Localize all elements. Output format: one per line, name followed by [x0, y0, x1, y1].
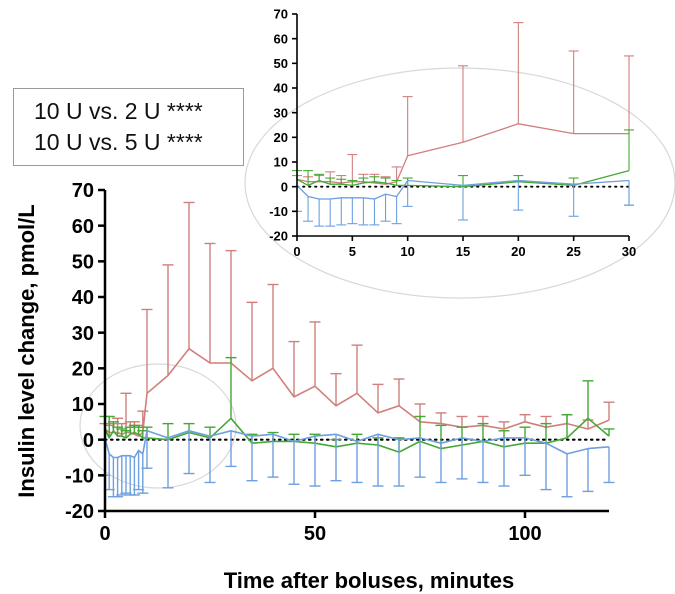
- inset-x-tick-label: 5: [349, 244, 356, 259]
- inset-blue-line: [296, 179, 630, 200]
- inset-axes: -20 -10 0 10 20 30 40 50 60 70 0 5 10 15 20 25 30: [269, 7, 636, 259]
- main-x-tick-label: 50: [304, 523, 326, 545]
- inset-series-red: [292, 22, 634, 185]
- main-series-red: [99, 201, 615, 437]
- stats-line-1: 10 U vs. 2 U ****: [34, 98, 203, 124]
- inset-y-tick-label: 70: [274, 7, 288, 22]
- zoom-ellipse-large: [244, 67, 675, 299]
- stats-comparison-box: 10 U vs. 2 U **** 10 U vs. 5 U ****: [13, 88, 244, 166]
- inset-x-tick-label: 15: [456, 244, 470, 259]
- main-x-axis-label: Time after boluses, minutes: [224, 568, 515, 593]
- main-series-blue: [99, 429, 615, 498]
- main-y-tick-label: 50: [72, 252, 94, 274]
- main-x-tick-label: 100: [508, 523, 541, 545]
- zoom-highlight-layer: [79, 67, 675, 489]
- inset-y-tick-label: 10: [274, 155, 288, 170]
- main-y-tick-label: -10: [65, 466, 94, 488]
- inset-y-tick-label: -20: [269, 229, 288, 244]
- main-y-tick-label: 10: [72, 394, 94, 416]
- main-y-axis-label: Insulin level change, pmol/L: [14, 204, 39, 497]
- main-y-tick-label: 70: [72, 180, 94, 202]
- inset-x-tick-label: 20: [511, 244, 525, 259]
- inset-y-tick-label: 60: [274, 31, 288, 46]
- inset-green-line: [296, 169, 630, 188]
- inset-x-tick-label: 25: [566, 244, 580, 259]
- main-y-tick-label: 30: [72, 323, 94, 345]
- inset-y-tick-label: 30: [274, 105, 288, 120]
- inset-y-tick-label: 0: [281, 179, 288, 194]
- main-y-tick-label: 20: [72, 359, 94, 381]
- inset-y-tick-label: -10: [269, 204, 288, 219]
- inset-series-blue: [292, 179, 634, 227]
- stats-line-2: 10 U vs. 5 U ****: [34, 129, 203, 155]
- inset-x-tick-label: 10: [400, 244, 414, 259]
- inset-y-tick-label: 40: [274, 81, 288, 96]
- inset-chart: -20 -10 0 10 20 30 40 50 60 70 0 5 10 15 20 25 30: [269, 7, 636, 259]
- main-blue-line: [104, 429, 610, 459]
- main-y-tick-label: 40: [72, 287, 94, 309]
- zoom-ellipse-small: [79, 363, 237, 489]
- main-y-tick-label: -20: [65, 501, 94, 523]
- inset-x-tick-label: 0: [293, 244, 300, 259]
- inset-y-tick-label: 20: [274, 130, 288, 145]
- main-red-line: [104, 347, 610, 437]
- inset-y-tick-label: 50: [274, 56, 288, 71]
- main-y-tick-label: 60: [72, 216, 94, 238]
- main-y-tick-label: 0: [83, 430, 94, 452]
- main-x-tick-label: 0: [99, 523, 110, 545]
- inset-x-tick-label: 30: [622, 244, 636, 259]
